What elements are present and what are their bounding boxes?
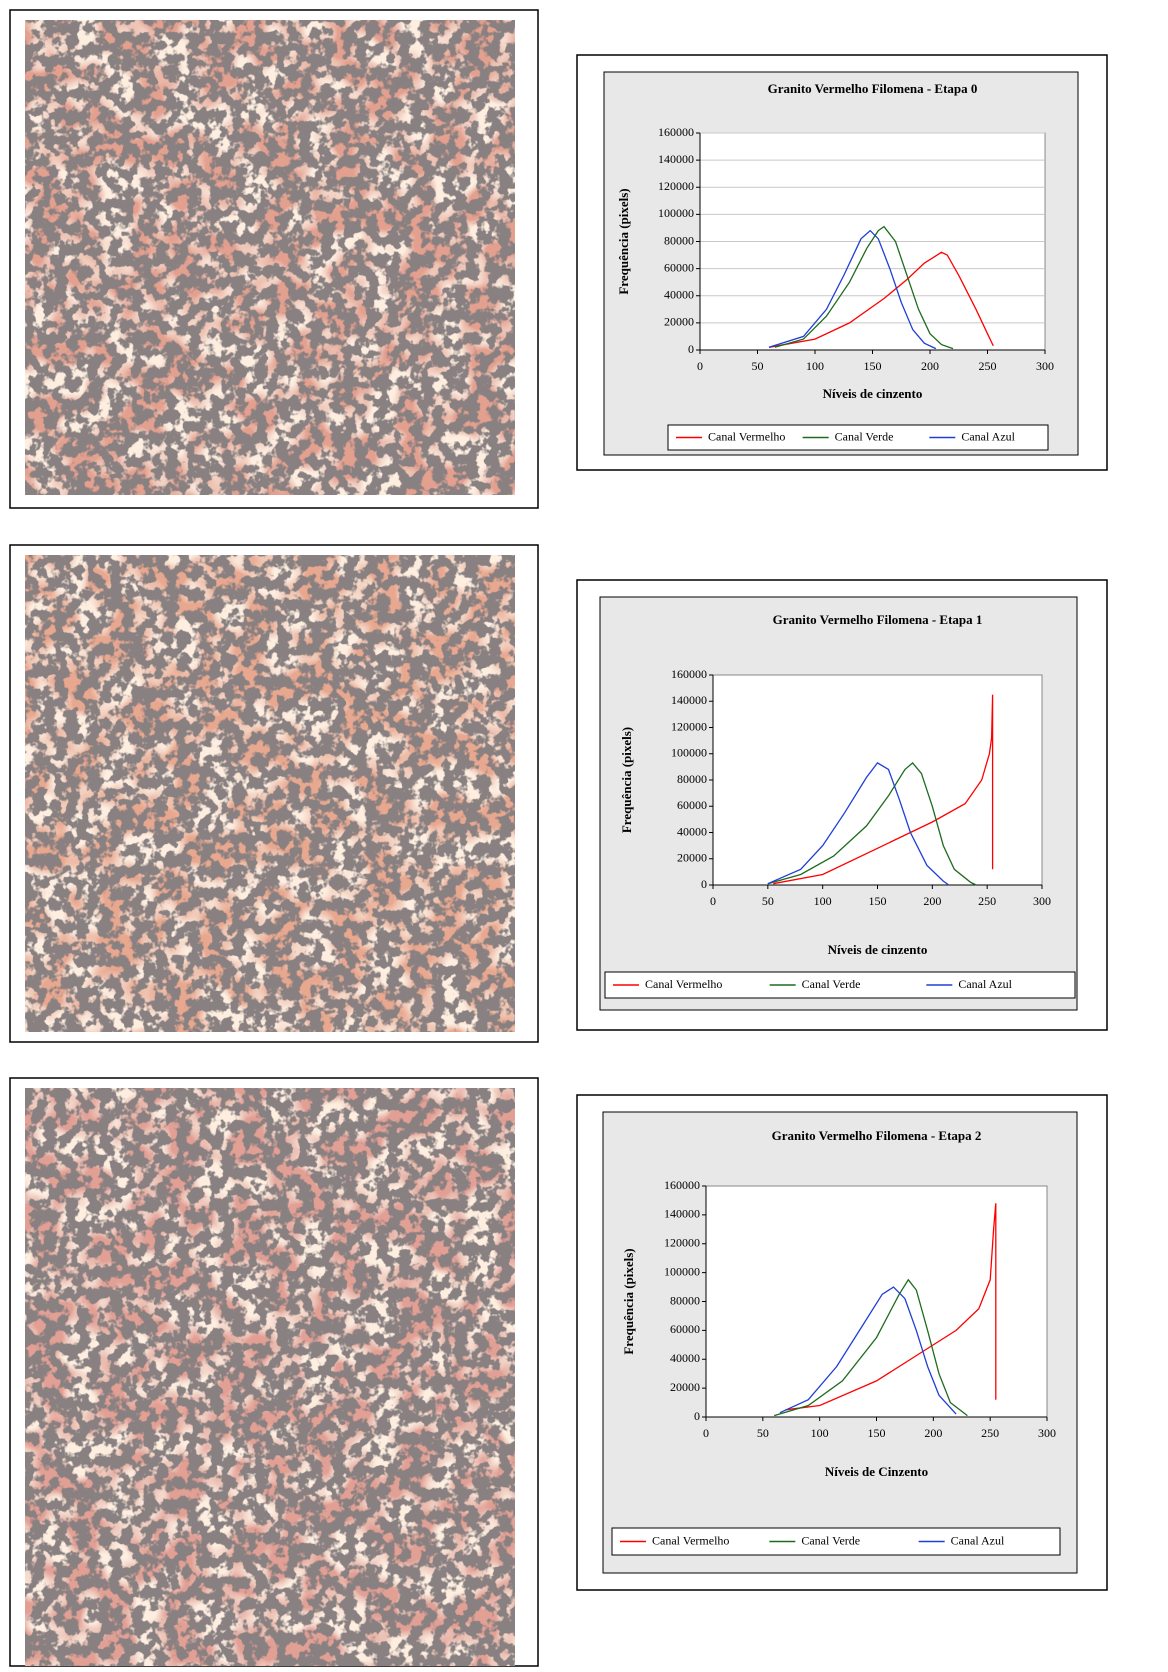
y-tick-label: 20000 [670,1380,700,1394]
y-tick-label: 40000 [664,288,694,302]
y-tick-label: 40000 [677,824,707,838]
y-tick-label: 0 [701,877,707,891]
x-tick-label: 100 [814,894,832,908]
x-tick-label: 100 [811,1426,829,1440]
legend-label: Canal Verde [801,1533,860,1547]
y-tick-label: 100000 [658,206,694,220]
x-tick-label: 250 [979,359,997,373]
x-axis-label: Níveis de cinzento [828,942,928,957]
legend-label: Canal Azul [961,429,1015,443]
legend-label: Canal Verde [802,977,861,991]
y-tick-label: 160000 [671,667,707,681]
x-tick-label: 150 [869,894,887,908]
y-tick-label: 80000 [664,233,694,247]
x-tick-label: 300 [1038,1426,1056,1440]
y-tick-label: 120000 [664,1236,700,1250]
x-tick-label: 100 [806,359,824,373]
y-tick-label: 0 [688,342,694,356]
page: Granito Vermelho Filomena - Etapa 0 Nívei… [0,0,1168,1667]
y-tick-label: 60000 [677,798,707,812]
x-axis-label: Níveis de cinzento [823,386,923,401]
chart: Granito Vermelho Filomena - Etapa 2 Nívei… [577,1095,1107,1590]
y-tick-label: 140000 [671,693,707,707]
y-axis-label: Frequência (pixels) [616,188,631,294]
y-tick-label: 140000 [664,1207,700,1221]
x-tick-label: 200 [921,359,939,373]
x-tick-label: 200 [923,894,941,908]
legend-label: Canal Vermelho [708,429,785,443]
chart-title: Granito Vermelho Filomena - Etapa 0 [768,81,978,96]
legend-label: Canal Vermelho [645,977,722,991]
x-tick-label: 150 [868,1426,886,1440]
x-tick-label: 50 [752,359,764,373]
granite-photo [10,545,538,1042]
x-tick-label: 0 [710,894,716,908]
x-tick-label: 250 [978,894,996,908]
chart: Granito Vermelho Filomena - Etapa 0 Nívei… [577,55,1107,470]
y-tick-label: 80000 [670,1293,700,1307]
chart-title: Granito Vermelho Filomena - Etapa 2 [772,1128,982,1143]
x-tick-label: 50 [757,1426,769,1440]
y-tick-label: 120000 [658,179,694,193]
legend-label: Canal Azul [951,1533,1005,1547]
chart: Granito Vermelho Filomena - Etapa 1 Nívei… [577,580,1107,1030]
y-tick-label: 60000 [670,1322,700,1336]
y-tick-label: 160000 [664,1178,700,1192]
granite-photo [10,1078,538,1666]
x-tick-label: 150 [864,359,882,373]
x-tick-label: 250 [981,1426,999,1440]
y-tick-label: 20000 [664,315,694,329]
y-tick-label: 60000 [664,260,694,274]
y-tick-label: 40000 [670,1351,700,1365]
x-tick-label: 50 [762,894,774,908]
y-tick-label: 140000 [658,152,694,166]
y-tick-label: 120000 [671,719,707,733]
x-tick-label: 300 [1036,359,1054,373]
x-tick-label: 0 [697,359,703,373]
y-tick-label: 20000 [677,851,707,865]
x-tick-label: 300 [1033,894,1051,908]
y-axis-label: Frequência (pixels) [621,1248,636,1354]
x-axis-label: Níveis de Cinzento [825,1464,928,1479]
legend-label: Canal Verde [835,429,894,443]
granite-photo [10,10,538,508]
y-tick-label: 160000 [658,125,694,139]
x-tick-label: 200 [924,1426,942,1440]
legend-label: Canal Vermelho [652,1533,729,1547]
y-tick-label: 80000 [677,772,707,786]
y-axis-label: Frequência (pixels) [619,727,634,833]
y-tick-label: 100000 [664,1264,700,1278]
y-tick-label: 100000 [671,746,707,760]
chart-title: Granito Vermelho Filomena - Etapa 1 [773,612,983,627]
y-tick-label: 0 [694,1409,700,1423]
x-tick-label: 0 [703,1426,709,1440]
legend-label: Canal Azul [958,977,1012,991]
